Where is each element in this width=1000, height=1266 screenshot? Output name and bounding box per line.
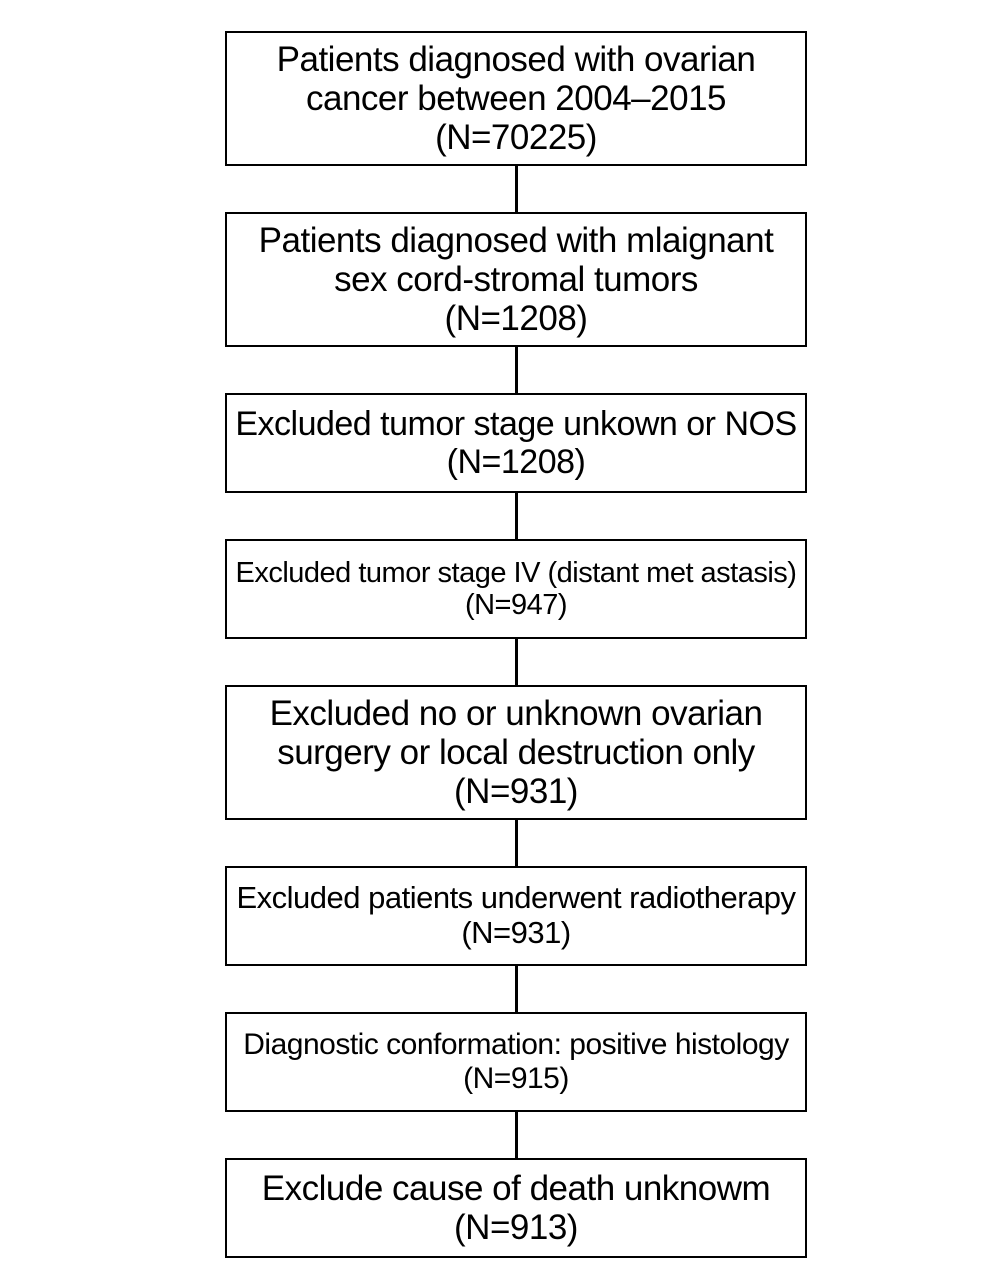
flow-node-text: (N=931) xyxy=(227,916,805,951)
flow-node-text: sex cord-stromal tumors xyxy=(227,260,805,299)
flow-node-text: Excluded no or unknown ovarian xyxy=(227,694,805,733)
flow-connector xyxy=(515,493,518,539)
flow-connector xyxy=(515,966,518,1012)
flow-connector xyxy=(515,1112,518,1158)
flowchart-canvas: Patients diagnosed with ovariancancer be… xyxy=(0,0,1000,1266)
flow-node-text: surgery or local destruction only xyxy=(227,733,805,772)
flow-node-n6: Excluded patients underwent radiotherapy… xyxy=(225,866,807,966)
flow-node-text: (N=913) xyxy=(227,1208,805,1247)
flow-node-text: Patients diagnosed with ovarian xyxy=(227,40,805,79)
flow-node-text: Patients diagnosed with mlaignant xyxy=(227,221,805,260)
flow-node-text: Diagnostic conformation: positive histol… xyxy=(227,1028,805,1062)
flow-node-text: (N=1208) xyxy=(227,299,805,338)
flow-node-text: Excluded tumor stage IV (distant met ast… xyxy=(227,557,805,589)
flow-node-n1: Patients diagnosed with ovariancancer be… xyxy=(225,31,807,166)
flow-node-n2: Patients diagnosed with mlaignantsex cor… xyxy=(225,212,807,347)
flow-connector xyxy=(515,166,518,212)
flow-node-text: Exclude cause of death unknowm xyxy=(227,1169,805,1208)
flow-node-n5: Excluded no or unknown ovariansurgery or… xyxy=(225,685,807,820)
flow-connector xyxy=(515,820,518,866)
flow-node-text: (N=1208) xyxy=(227,443,805,481)
flow-node-text: Excluded tumor stage unkown or NOS xyxy=(227,405,805,443)
flow-node-n3: Excluded tumor stage unkown or NOS(N=120… xyxy=(225,393,807,493)
flow-node-text: (N=915) xyxy=(227,1062,805,1096)
flow-node-text: (N=931) xyxy=(227,772,805,811)
flow-node-text: cancer between 2004–2015 xyxy=(227,79,805,118)
flow-node-n7: Diagnostic conformation: positive histol… xyxy=(225,1012,807,1112)
flow-node-n4: Excluded tumor stage IV (distant met ast… xyxy=(225,539,807,639)
flow-node-text: (N=947) xyxy=(227,589,805,621)
flow-node-text: (N=70225) xyxy=(227,118,805,157)
flow-connector xyxy=(515,347,518,393)
flow-node-text: Excluded patients underwent radiotherapy xyxy=(227,881,805,916)
flow-connector xyxy=(515,639,518,685)
flow-node-n8: Exclude cause of death unknowm(N=913) xyxy=(225,1158,807,1258)
